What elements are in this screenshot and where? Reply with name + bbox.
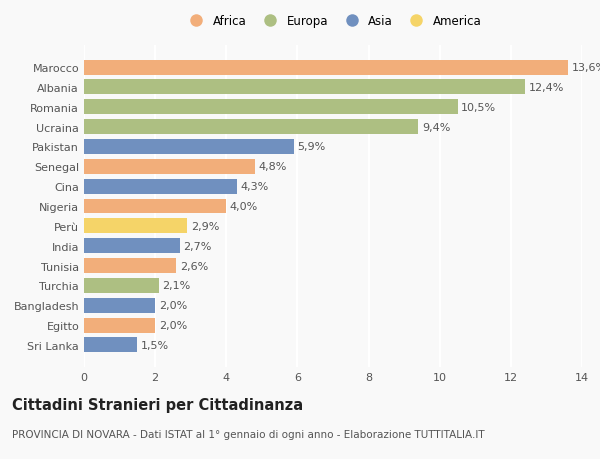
Bar xyxy=(84,338,137,353)
Text: 12,4%: 12,4% xyxy=(529,83,564,93)
Text: 10,5%: 10,5% xyxy=(461,102,496,112)
Bar xyxy=(84,160,255,174)
Bar xyxy=(84,80,525,95)
Text: 2,0%: 2,0% xyxy=(159,301,187,311)
Text: 2,6%: 2,6% xyxy=(180,261,208,271)
Bar xyxy=(84,318,155,333)
Text: 4,0%: 4,0% xyxy=(230,202,258,212)
Legend: Africa, Europa, Asia, America: Africa, Europa, Asia, America xyxy=(179,10,487,33)
Text: 13,6%: 13,6% xyxy=(571,63,600,73)
Bar xyxy=(84,61,568,75)
Text: 2,7%: 2,7% xyxy=(184,241,212,251)
Text: 5,9%: 5,9% xyxy=(298,142,326,152)
Text: 2,1%: 2,1% xyxy=(162,281,191,291)
Bar xyxy=(84,258,176,274)
Bar xyxy=(84,179,237,194)
Text: 1,5%: 1,5% xyxy=(141,340,169,350)
Bar xyxy=(84,239,180,253)
Text: 2,0%: 2,0% xyxy=(159,320,187,330)
Bar xyxy=(84,278,159,293)
Bar xyxy=(84,199,226,214)
Text: 2,9%: 2,9% xyxy=(191,221,219,231)
Text: 4,8%: 4,8% xyxy=(259,162,287,172)
Bar xyxy=(84,298,155,313)
Text: 9,4%: 9,4% xyxy=(422,123,451,132)
Bar xyxy=(84,100,458,115)
Text: Cittadini Stranieri per Cittadinanza: Cittadini Stranieri per Cittadinanza xyxy=(12,397,303,412)
Bar xyxy=(84,219,187,234)
Bar xyxy=(84,140,294,155)
Bar xyxy=(84,120,418,135)
Text: 4,3%: 4,3% xyxy=(241,182,269,192)
Text: PROVINCIA DI NOVARA - Dati ISTAT al 1° gennaio di ogni anno - Elaborazione TUTTI: PROVINCIA DI NOVARA - Dati ISTAT al 1° g… xyxy=(12,429,485,439)
